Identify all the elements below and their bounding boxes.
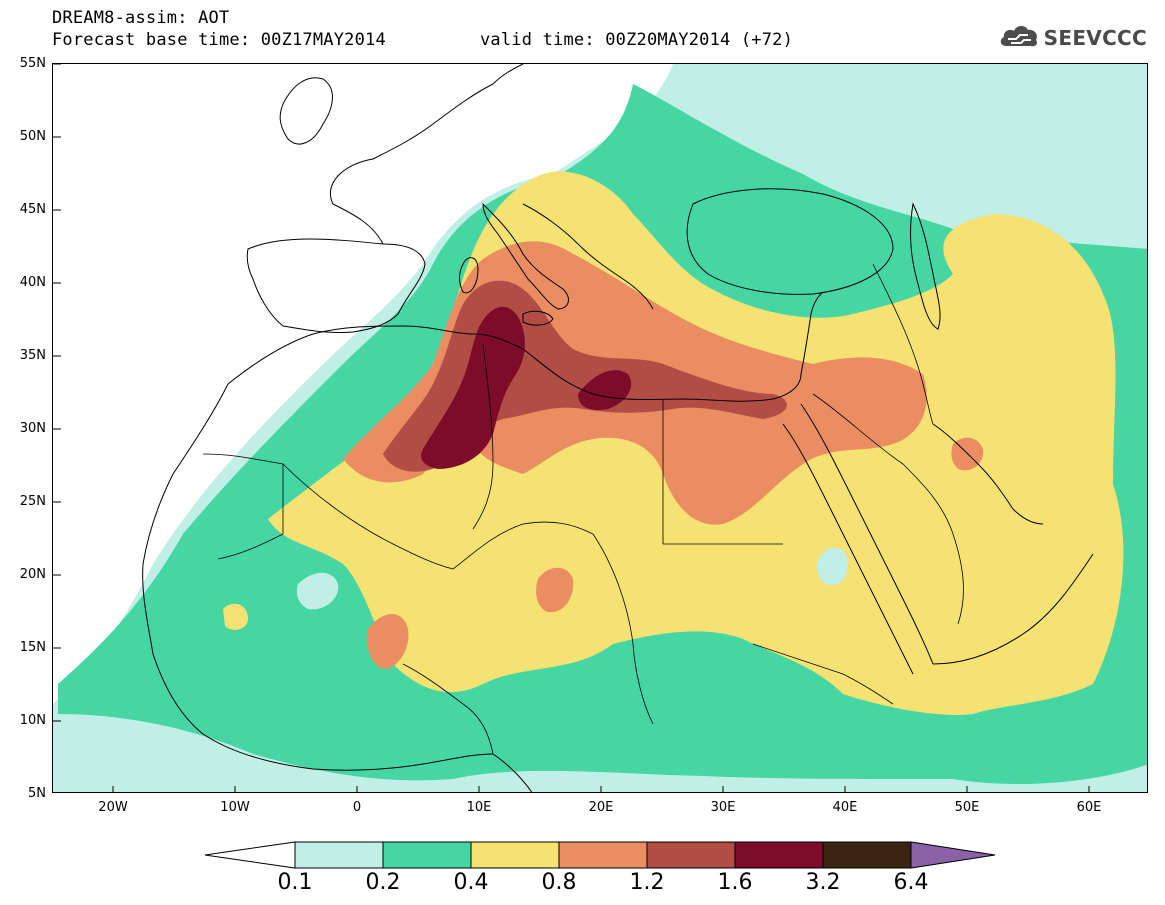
lat-label-30n: 30N [19, 421, 46, 436]
frame-ticks [53, 64, 1090, 792]
lat-label-40n: 40N [19, 275, 46, 290]
aot-patch-mint-sahara [296, 572, 339, 610]
aot-patch-yellow-west [223, 603, 248, 630]
lon-label-20w: 20W [98, 800, 128, 815]
lon-label-0: 0 [352, 800, 362, 815]
colorbar-seg-0.2 [382, 841, 472, 869]
lat-label-10n: 10N [19, 713, 46, 728]
lon-label-20e: 20E [588, 800, 614, 815]
lat-label-15n: 15N [19, 640, 46, 655]
border-algeria-libya [472, 343, 494, 530]
lat-label-55n: 55N [19, 56, 46, 71]
lat-label-20n: 20N [19, 567, 46, 582]
aot-patch-niger [367, 614, 409, 669]
border-chad-sudan [592, 533, 654, 725]
britain-coast [279, 77, 333, 145]
aot-patch-chad [536, 567, 574, 613]
border-mali-niger [282, 463, 454, 570]
aot-patch-mint-mideast [816, 547, 849, 586]
colorbar-seg-1.2 [646, 841, 736, 869]
forecast-base-time: Forecast base time: 00Z17MAY2014 [52, 30, 386, 50]
aot-colorbar [204, 840, 1000, 874]
sicily-coast [522, 310, 554, 326]
lon-label-50e: 50E [954, 800, 980, 815]
balkan-coast [522, 203, 654, 310]
colorbar-label-1.2: 1.2 [629, 870, 665, 895]
border-saudi [812, 393, 964, 625]
arabia-south-coast [932, 553, 1094, 665]
valid-time: valid time: 00Z20MAY2014 (+72) [480, 30, 794, 50]
lat-label-50n: 50N [19, 129, 46, 144]
north-africa-coast [227, 325, 802, 402]
aot-band-1.6 [421, 306, 632, 469]
aot-field [53, 64, 1147, 792]
cloud-icon [998, 22, 1040, 53]
levant-coast [800, 291, 824, 375]
seevccc-logo: SEEVCCC [998, 22, 1147, 53]
black-sea-coast [686, 188, 894, 295]
border-ethiopia [752, 643, 894, 705]
lon-label-60e: 60E [1076, 800, 1102, 815]
red-sea-west [782, 423, 914, 675]
colorbar-label-0.1: 0.1 [277, 870, 313, 895]
border-mauritania [202, 453, 284, 560]
border-iraq-iran [872, 263, 934, 425]
map-title: DREAM8-assim: AOT [52, 8, 230, 28]
colorbar-label-1.6: 1.6 [717, 870, 753, 895]
colorbar-label-3.2: 3.2 [805, 870, 841, 895]
border-niger-chad [452, 521, 594, 570]
lon-label-10w: 10W [220, 800, 250, 815]
colorbar-seg-3.2 [822, 841, 912, 869]
lon-label-30e: 30E [710, 800, 736, 815]
west-africa-coast [142, 383, 494, 771]
colorbar-label-0.2: 0.2 [365, 870, 401, 895]
colorbar-seg-0.1 [294, 841, 384, 869]
country-borders [202, 263, 964, 755]
lon-label-10e: 10E [466, 800, 492, 815]
lat-label-25n: 25N [19, 494, 46, 509]
colorbar-label-0.4: 0.4 [453, 870, 489, 895]
red-sea-east [800, 403, 934, 665]
italy-coast [482, 202, 569, 310]
lat-label-45n: 45N [19, 202, 46, 217]
guinea-coast [492, 753, 533, 792]
caspian-coast [910, 202, 941, 330]
iberia-coast [246, 238, 426, 333]
logo-text: SEEVCCC [1043, 25, 1147, 50]
colorbar-label-6.4: 6.4 [893, 870, 929, 895]
colorbar-seg-0.4 [470, 841, 560, 869]
lat-label-35n: 35N [19, 348, 46, 363]
colorbar-label-0.8: 0.8 [541, 870, 577, 895]
aot-map [52, 63, 1148, 793]
coastlines [142, 64, 1094, 792]
persian-gulf [932, 423, 1044, 525]
lon-label-40e: 40E [832, 800, 858, 815]
colorbar-over-arrow [910, 841, 996, 869]
lat-label-5n: 5N [28, 786, 46, 801]
colorbar-seg-1.6 [734, 841, 824, 869]
colorbar-under-arrow [204, 841, 296, 869]
colorbar-seg-0.8 [558, 841, 648, 869]
sardinia-coast [459, 257, 479, 294]
border-nigeria [402, 663, 494, 755]
france-coast [329, 64, 524, 245]
